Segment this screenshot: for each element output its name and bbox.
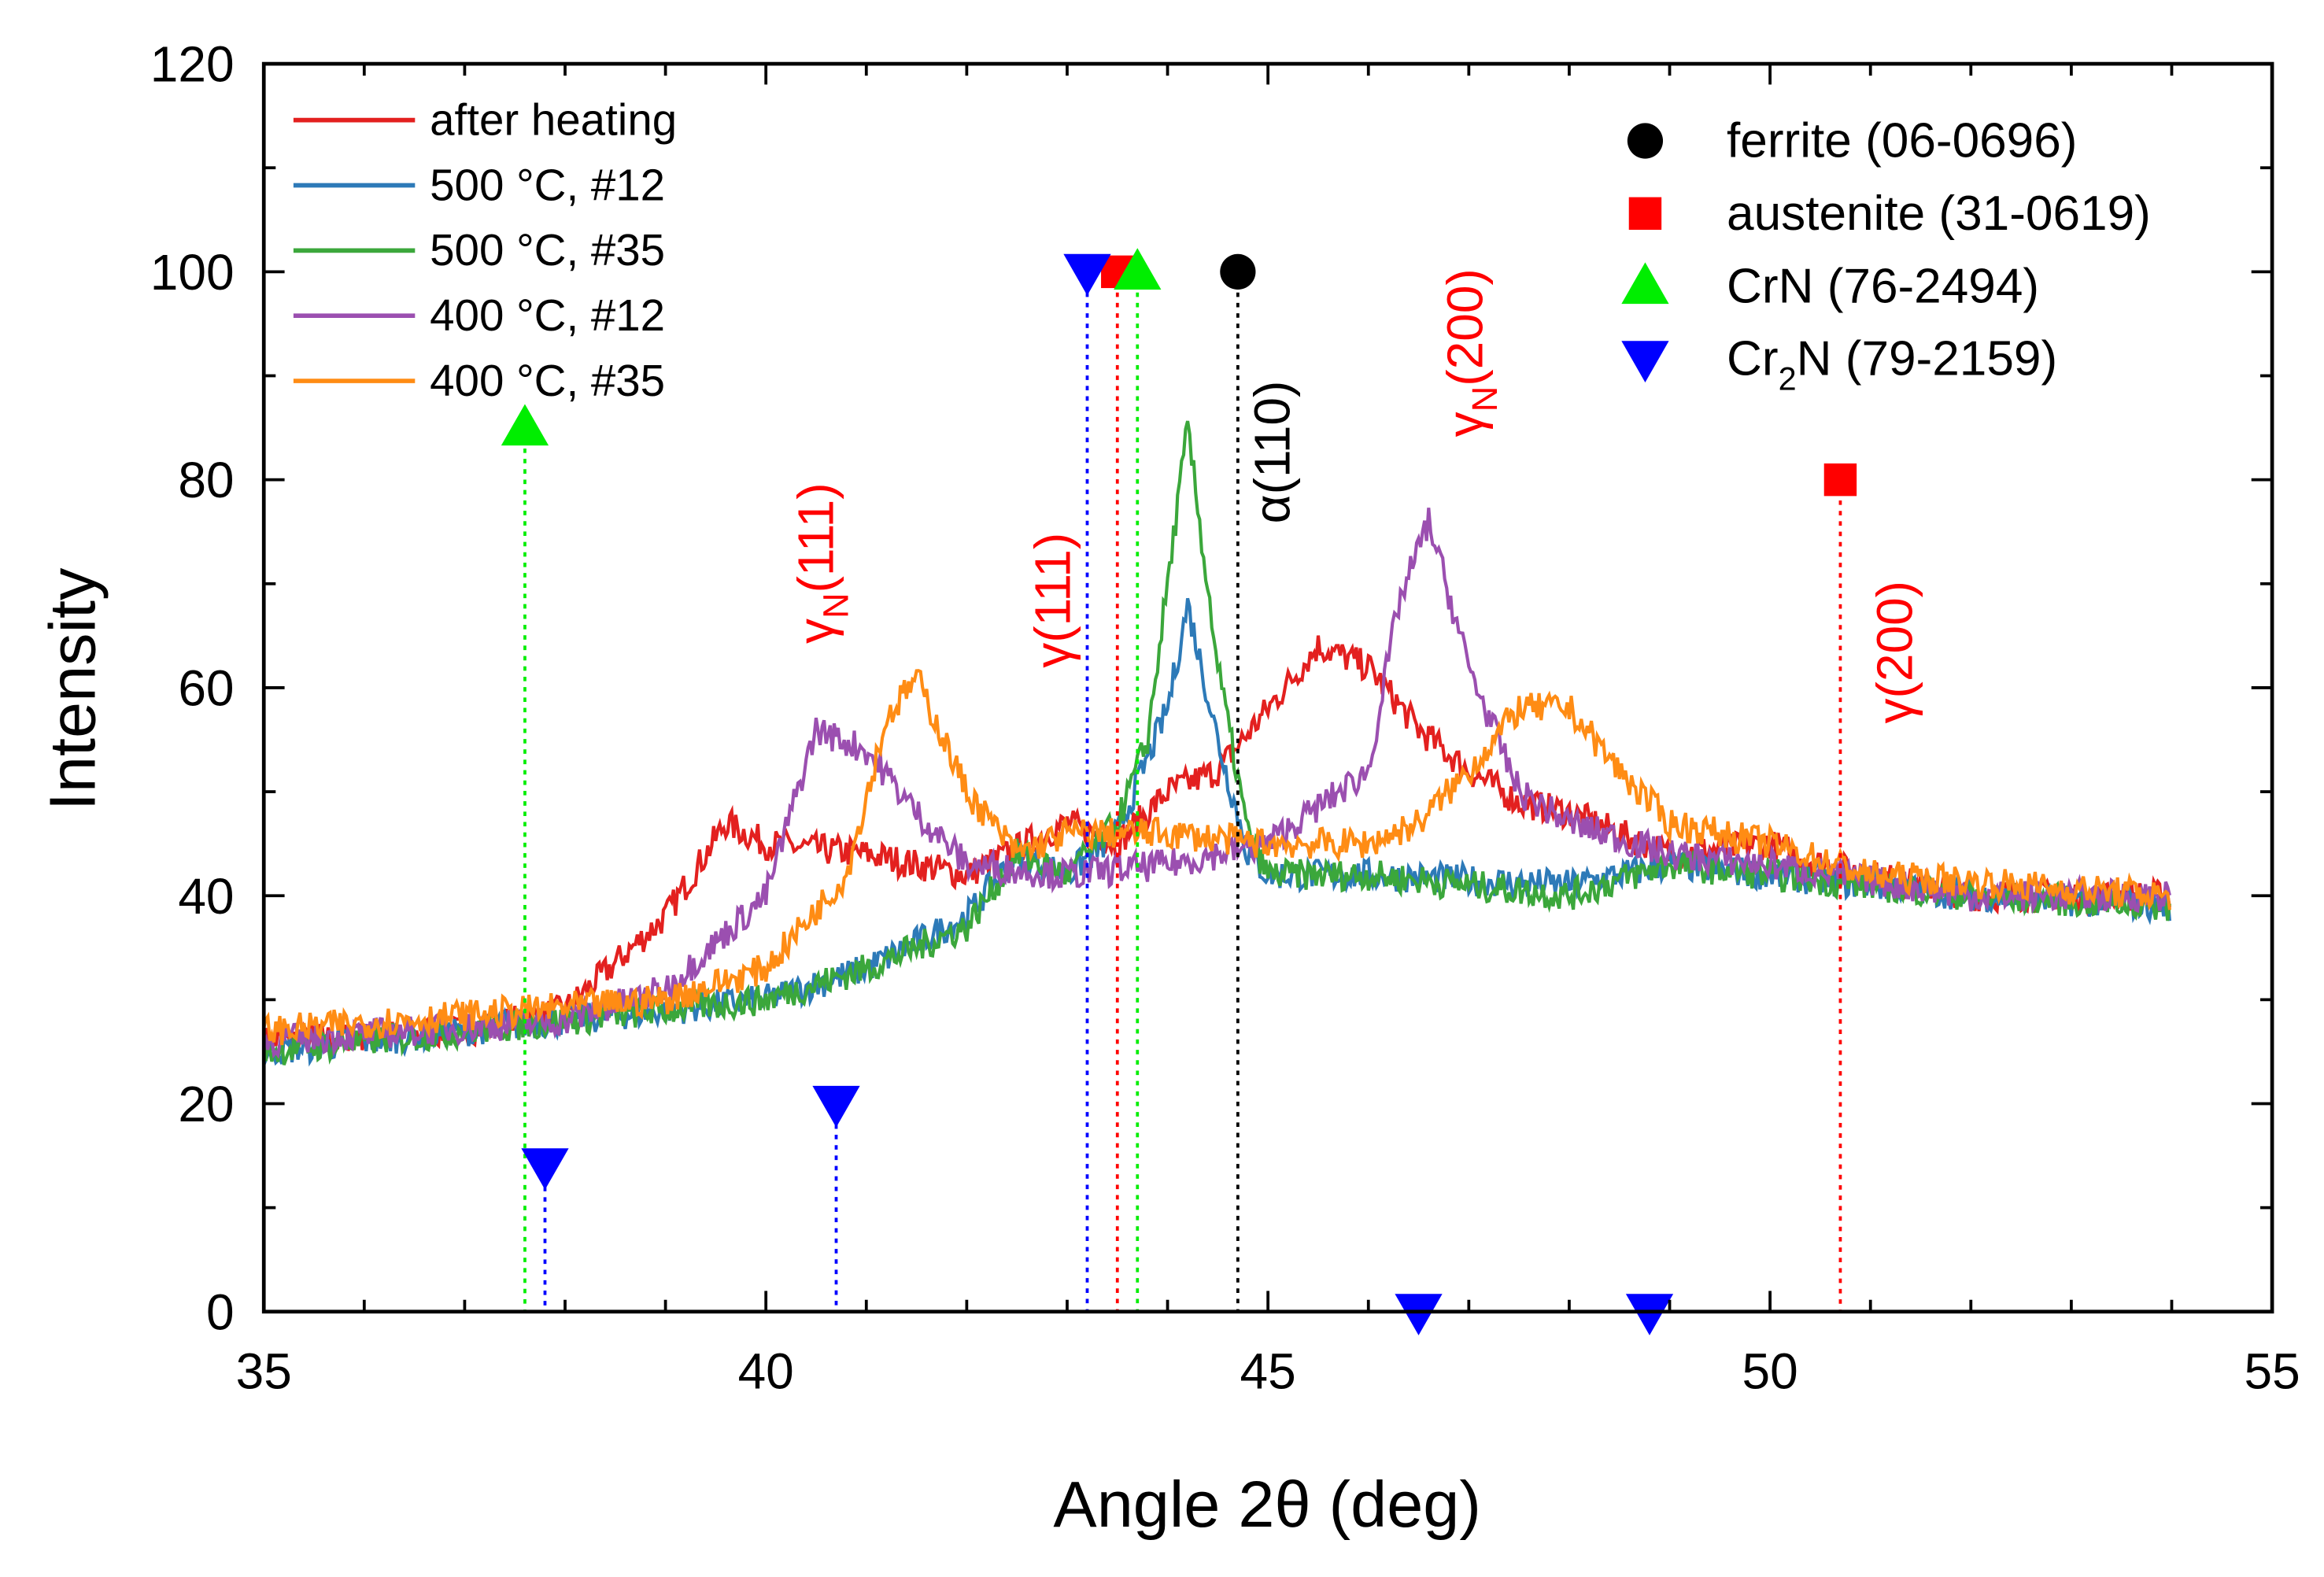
- annotation-index: (110): [1243, 381, 1300, 495]
- series-line: [262, 420, 2172, 1065]
- reference-legend: ferrite (06-0696)austenite (31-0619)CrN …: [1621, 114, 2151, 397]
- legend-label: austenite (31-0619): [1727, 187, 2151, 241]
- reference-marker-austenite: [1823, 463, 1857, 497]
- annotation-sub: N: [815, 593, 855, 619]
- label-main: Cr: [1727, 332, 1779, 386]
- peak-annotations: γN(111)γ(111)α(110) γN(200)γ(200): [787, 268, 1923, 723]
- annotation-symbol: γ: [787, 619, 844, 644]
- legend-label: ferrite (06-0696): [1727, 114, 2077, 168]
- legend-label: Cr2N (79-2159): [1727, 332, 2057, 397]
- x-tick-label: 55: [2244, 1343, 2300, 1400]
- x-tick-label: 40: [738, 1343, 794, 1400]
- y-tick-label: 100: [150, 244, 235, 301]
- legend-label: CrN (76-2494): [1727, 259, 2039, 313]
- annotation-index: (200): [1866, 581, 1923, 698]
- reference-marker-crn: [1114, 248, 1162, 290]
- legend-label: 400 °C, #35: [430, 356, 665, 405]
- reference-marker-cr2n: [1063, 253, 1111, 296]
- legend-label: 500 °C, #35: [430, 225, 665, 275]
- annotation-index: (111): [787, 482, 844, 593]
- annotation-index: (111): [1025, 533, 1081, 643]
- y-axis-title: Intensity: [36, 567, 109, 811]
- tick-labels: 35 40 45 50 55 0 20 40 60 80 100 120: [150, 36, 2300, 1400]
- label-rest: N (79-2159): [1797, 332, 2058, 386]
- series-lines: [262, 420, 2172, 1067]
- annotation-sub: N: [1465, 386, 1505, 412]
- legend-marker-austenite: [1628, 197, 1662, 230]
- annotation-symbol: γ: [1866, 698, 1923, 723]
- y-tick-label: 60: [178, 660, 234, 717]
- x-tick-label: 50: [1742, 1343, 1798, 1400]
- reference-marker-cr2n: [812, 1085, 860, 1128]
- peak-annotation: γ(200): [1866, 581, 1923, 723]
- legend-label: after heating: [430, 94, 677, 144]
- peak-annotation: γN(111): [787, 482, 855, 644]
- reference-marker-crn: [501, 404, 549, 446]
- x-tick-label: 45: [1240, 1343, 1296, 1400]
- y-tick-label: 80: [178, 452, 234, 508]
- series-legend: after heating 500 °C, #12 500 °C, #35 400 °…: [293, 94, 677, 405]
- peak-annotation: γN(200): [1436, 268, 1505, 437]
- annotation-symbol: α: [1243, 494, 1300, 523]
- y-tick-label: 0: [206, 1283, 235, 1340]
- annotation-symbol: γ: [1436, 412, 1493, 437]
- y-tick-label: 120: [150, 36, 235, 93]
- peak-annotation: γ(111): [1025, 533, 1081, 668]
- reference-marker-cr2n: [521, 1148, 569, 1190]
- y-tick-label: 20: [178, 1076, 234, 1132]
- legend-marker-crn: [1621, 262, 1669, 305]
- annotation-index: (200): [1436, 268, 1493, 386]
- reference-marker-cr2n: [1395, 1294, 1443, 1335]
- series-line: [262, 669, 2172, 1046]
- y-tick-label: 40: [178, 868, 234, 925]
- peak-annotation: α(110): [1243, 381, 1300, 524]
- reference-peaks: [501, 248, 1857, 1335]
- label-sub: 2: [1779, 360, 1797, 397]
- legend-marker-cr2n: [1621, 341, 1669, 382]
- annotation-symbol: γ: [1025, 643, 1081, 668]
- legend-label: 400 °C, #12: [430, 290, 665, 340]
- legend-marker-ferrite: [1627, 123, 1664, 159]
- reference-marker-cr2n: [1625, 1294, 1674, 1335]
- x-axis-title: Angle 2θ (deg): [1053, 1468, 1481, 1541]
- axis-ticks: [262, 62, 2274, 1313]
- legend-label: 500 °C, #12: [430, 160, 665, 209]
- reference-marker-ferrite: [1220, 253, 1256, 290]
- x-tick-label: 35: [236, 1343, 292, 1400]
